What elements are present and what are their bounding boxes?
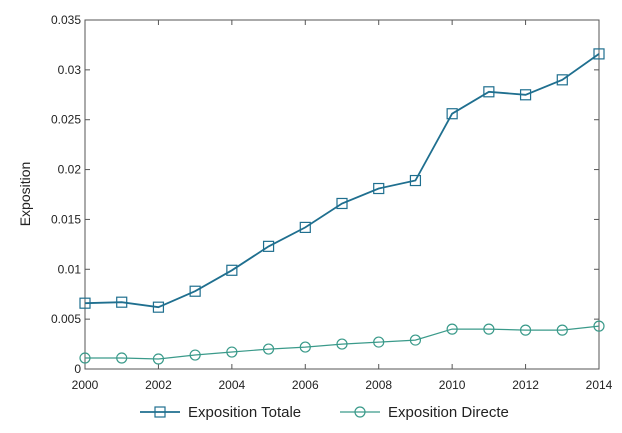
data-point-exposition-directe bbox=[152, 353, 165, 365]
y-tick-label: 0.02 bbox=[58, 163, 82, 177]
data-point-exposition-totale bbox=[336, 197, 348, 210]
data-point-exposition-totale bbox=[373, 182, 385, 195]
data-point-exposition-directe bbox=[299, 341, 311, 353]
y-axis: 0 0.005 0.01 0.015 0.02 0.025 0.03 0.035 bbox=[51, 13, 599, 376]
x-tick-label: 2014 bbox=[586, 378, 613, 392]
series-line-exposition-directe bbox=[85, 325, 600, 360]
legend-label: Exposition Totale bbox=[188, 404, 301, 421]
data-point-exposition-directe bbox=[483, 323, 495, 335]
y-tick-label: 0.01 bbox=[58, 262, 82, 276]
y-tick-label: 0.015 bbox=[51, 212, 81, 226]
data-point-exposition-totale bbox=[226, 264, 238, 276]
data-point-exposition-totale bbox=[556, 74, 568, 86]
data-point-exposition-directe bbox=[336, 338, 348, 350]
data-point-exposition-totale bbox=[262, 240, 275, 252]
data-point-exposition-totale bbox=[519, 89, 532, 101]
x-tick-label: 2010 bbox=[439, 378, 466, 392]
data-point-exposition-directe bbox=[593, 320, 605, 332]
data-point-exposition-totale bbox=[116, 296, 128, 308]
x-tick-label: 2004 bbox=[219, 378, 246, 392]
y-tick-label: 0.025 bbox=[51, 113, 81, 127]
legend: Exposition Totale Exposition Directe bbox=[140, 404, 509, 421]
series-exposition-directe bbox=[79, 320, 605, 365]
series-group bbox=[79, 48, 605, 365]
series-line-exposition-totale bbox=[84, 53, 600, 309]
x-tick-label: 2006 bbox=[292, 378, 319, 392]
data-point-exposition-totale bbox=[152, 301, 165, 313]
plot-area bbox=[84, 19, 600, 370]
data-point-exposition-directe bbox=[226, 346, 238, 358]
data-point-exposition-directe bbox=[556, 324, 568, 336]
legend-swatch-marker bbox=[354, 406, 366, 418]
series-exposition-totale bbox=[79, 48, 605, 313]
y-tick-label: 0 bbox=[74, 362, 81, 376]
x-tick-label: 2002 bbox=[145, 378, 172, 392]
data-point-exposition-directe bbox=[519, 324, 532, 336]
data-point-exposition-directe bbox=[79, 352, 91, 364]
data-point-exposition-directe bbox=[116, 352, 128, 364]
legend-swatch-marker bbox=[154, 406, 166, 418]
data-point-exposition-totale bbox=[593, 48, 605, 60]
data-point-exposition-totale bbox=[189, 285, 201, 297]
data-point-exposition-directe bbox=[189, 349, 201, 361]
y-tick-label: 0.03 bbox=[58, 63, 82, 77]
data-point-exposition-totale bbox=[409, 174, 422, 187]
data-point-exposition-totale bbox=[446, 108, 458, 120]
data-point-exposition-totale bbox=[79, 297, 91, 309]
legend-label: Exposition Directe bbox=[388, 404, 509, 421]
legend-item-exposition-totale: Exposition Totale bbox=[140, 404, 301, 421]
data-point-exposition-directe bbox=[262, 343, 275, 355]
x-tick-label: 2008 bbox=[365, 378, 392, 392]
y-axis-title: Exposition bbox=[17, 162, 33, 227]
data-point-exposition-totale bbox=[483, 86, 495, 98]
data-point-exposition-directe bbox=[409, 334, 422, 346]
legend-item-exposition-directe: Exposition Directe bbox=[340, 404, 509, 421]
y-tick-label: 0.035 bbox=[51, 13, 81, 27]
data-point-exposition-directe bbox=[373, 336, 385, 348]
x-tick-label: 2012 bbox=[512, 378, 539, 392]
y-tick-label: 0.005 bbox=[51, 312, 81, 326]
data-point-exposition-totale bbox=[299, 221, 311, 234]
x-axis: 2000 2002 2004 2006 2008 2010 2012 2014 bbox=[72, 20, 613, 392]
data-point-exposition-directe bbox=[446, 323, 458, 335]
x-tick-label: 2000 bbox=[72, 378, 99, 392]
